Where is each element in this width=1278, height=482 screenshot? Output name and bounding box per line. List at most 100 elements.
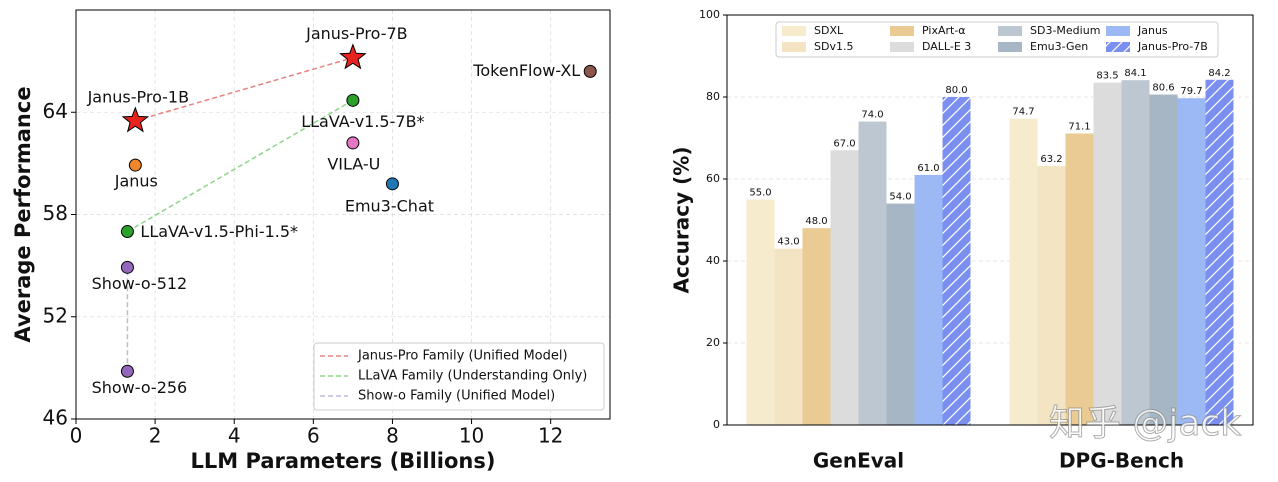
point-label: Show-o-256 [92,378,188,397]
legend-label: Emu3-Gen [1030,40,1088,53]
legend-swatch [782,42,806,52]
bar [1009,118,1038,425]
legend-label: DALL-E 3 [922,40,971,53]
x-tick-label: GenEval [813,449,904,473]
legend-swatch [998,26,1022,36]
bar [886,203,915,425]
point [120,364,134,378]
legend-hatch [1106,42,1130,52]
bar [774,248,803,425]
legend-swatch [998,42,1022,52]
value-label: 63.2 [1040,154,1062,165]
x-tick-label: 4 [228,424,241,448]
x-tick-label: 12 [538,424,563,448]
family-line [135,56,354,122]
watermark: 知乎 @jack [1049,403,1241,444]
plot-frame [75,9,611,420]
value-label: 84.1 [1124,68,1146,79]
legend-label: Janus-Pro Family (Unified Model) [357,349,568,364]
point-label: TokenFlow-XL [472,61,580,80]
point-label: Show-o-512 [92,274,188,293]
x-tick-label: 6 [307,424,320,448]
bar [830,150,859,426]
point-label: Janus-Pro-7B [305,24,408,43]
point-label: Janus [114,172,158,191]
value-label: 83.5 [1096,71,1118,82]
y-axis-label: Accuracy (%) [670,147,694,294]
bar [914,174,943,425]
value-label: 67.0 [833,138,855,149]
x-tick-label: 10 [459,424,484,448]
y-axis-label: Average Performance [11,86,35,342]
bar [1065,133,1094,426]
legend-label: SDXL [814,24,844,37]
value-label: 71.1 [1068,121,1090,132]
legend-label: LLaVA Family (Understanding Only) [358,369,587,384]
bar [1121,80,1150,425]
star-point [121,106,150,133]
x-tick-label: DPG-Bench [1059,449,1184,473]
plot-frame [726,14,1254,426]
point [346,136,360,150]
value-label: 74.0 [861,110,883,121]
value-label: 61.0 [917,163,939,174]
y-tick-label: 58 [43,201,68,225]
x-tick-label: 0 [70,424,83,448]
y-tick-label: 0 [713,418,720,431]
x-axis-label: LLM Parameters (Billions) [191,449,496,473]
point-label: Emu3-Chat [345,196,434,215]
point [128,158,142,172]
value-label: 80.0 [945,85,967,96]
x-tick-label: 2 [149,424,162,448]
legend-swatch [782,26,806,36]
point-label: LLaVA-v1.5-Phi-1.5* [140,222,298,241]
bar [746,199,775,425]
star-point [339,43,367,70]
legend-label: SDv1.5 [814,40,853,53]
point [346,93,360,107]
family-line [127,99,354,233]
legend-swatch [890,26,914,36]
bar [858,121,887,425]
y-tick-label: 52 [43,303,68,327]
bar [1037,165,1066,425]
value-label: 48.0 [805,216,827,227]
bar [1149,94,1178,425]
point [385,177,399,191]
value-label: 80.6 [1152,83,1174,94]
y-tick-label: 64 [43,99,68,123]
value-label: 74.7 [1012,107,1034,118]
value-label: 55.0 [749,188,771,199]
bar [802,228,831,425]
bar [1177,98,1206,425]
y-tick-label: 46 [43,406,68,430]
value-label: 43.0 [777,237,799,248]
y-tick-label: 100 [699,8,720,21]
legend-label: SD3-Medium [1030,24,1100,37]
value-label: 84.2 [1208,68,1230,79]
legend-box [313,342,605,411]
point [120,260,134,274]
point [120,225,134,239]
legend-label: PixArt-α [922,24,966,37]
legend-label: Show-o Family (Unified Model) [358,389,555,404]
value-label: 79.7 [1180,86,1202,97]
legend-swatch [1106,26,1130,36]
value-label: 54.0 [889,192,911,203]
y-tick-label: 80 [706,90,720,103]
bar-hatch [1205,79,1234,425]
bar-hatch [942,97,971,425]
point-label: Janus-Pro-1B [87,87,190,106]
point-label: LLaVA-v1.5-7B* [301,112,424,131]
bar [1093,82,1122,426]
x-tick-label: 8 [386,424,399,448]
legend-swatch [890,42,914,52]
y-tick-label: 40 [706,254,720,267]
point [583,64,597,78]
legend-label: Janus-Pro-7B [1137,40,1208,53]
y-tick-label: 60 [706,172,720,185]
y-tick-label: 20 [706,336,720,349]
legend-label: Janus [1137,24,1168,37]
point-label: VILA-U [327,154,380,173]
